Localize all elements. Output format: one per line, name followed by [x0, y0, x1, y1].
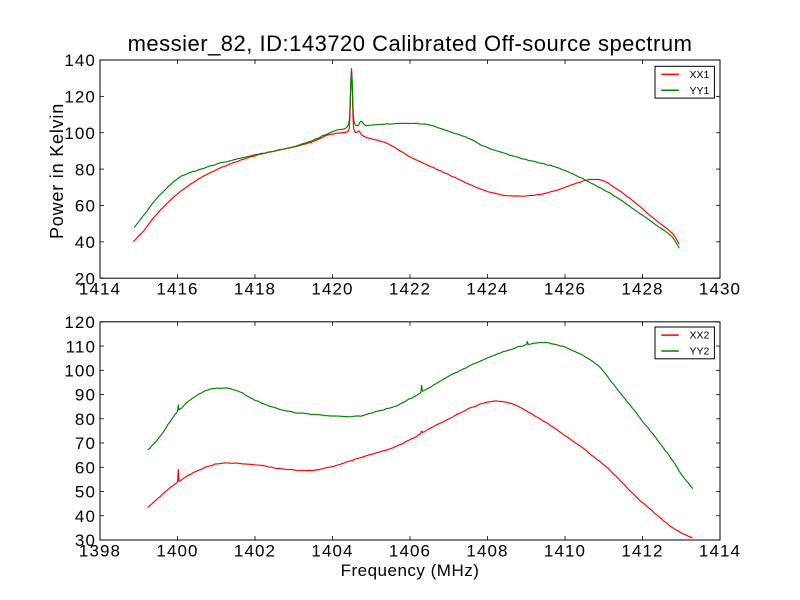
svg-text:1408: 1408 — [466, 541, 508, 560]
svg-text:80: 80 — [75, 160, 96, 179]
svg-text:1418: 1418 — [234, 280, 276, 299]
svg-text:30: 30 — [75, 531, 96, 550]
svg-text:1416: 1416 — [156, 280, 198, 299]
svg-text:1428: 1428 — [621, 280, 663, 299]
svg-text:XX2: XX2 — [690, 330, 710, 342]
svg-text:60: 60 — [75, 459, 96, 478]
svg-text:140: 140 — [64, 51, 96, 70]
svg-text:YY1: YY1 — [690, 85, 710, 97]
svg-text:90: 90 — [75, 386, 96, 405]
svg-text:1414: 1414 — [79, 280, 121, 299]
svg-text:1420: 1420 — [311, 280, 353, 299]
svg-text:100: 100 — [64, 124, 96, 143]
svg-text:Frequency (MHz): Frequency (MHz) — [341, 561, 480, 580]
svg-text:1422: 1422 — [389, 280, 431, 299]
svg-text:120: 120 — [64, 313, 96, 332]
svg-text:50: 50 — [75, 483, 96, 502]
svg-text:60: 60 — [75, 197, 96, 216]
svg-text:40: 40 — [75, 507, 96, 526]
svg-text:XX1: XX1 — [690, 69, 710, 81]
svg-text:YY2: YY2 — [690, 346, 710, 358]
svg-text:70: 70 — [75, 434, 96, 453]
svg-text:1400: 1400 — [156, 541, 198, 560]
svg-text:100: 100 — [64, 362, 96, 381]
svg-text:1414: 1414 — [699, 541, 741, 560]
svg-text:80: 80 — [75, 410, 96, 429]
svg-text:20: 20 — [75, 269, 96, 288]
svg-text:1410: 1410 — [544, 541, 586, 560]
svg-text:1426: 1426 — [544, 280, 586, 299]
svg-text:1406: 1406 — [389, 541, 431, 560]
svg-text:1404: 1404 — [311, 541, 353, 560]
svg-text:messier_82, ID:143720 Calibrat: messier_82, ID:143720 Calibrated Off-sou… — [128, 31, 693, 56]
svg-text:120: 120 — [64, 88, 96, 107]
svg-text:1424: 1424 — [466, 280, 508, 299]
svg-text:1412: 1412 — [621, 541, 663, 560]
svg-text:Power in Kelvin: Power in Kelvin — [47, 103, 67, 239]
svg-text:110: 110 — [66, 337, 96, 356]
svg-text:40: 40 — [75, 233, 96, 252]
svg-text:1398: 1398 — [79, 541, 121, 560]
svg-text:1402: 1402 — [234, 541, 276, 560]
svg-text:1430: 1430 — [699, 280, 741, 299]
